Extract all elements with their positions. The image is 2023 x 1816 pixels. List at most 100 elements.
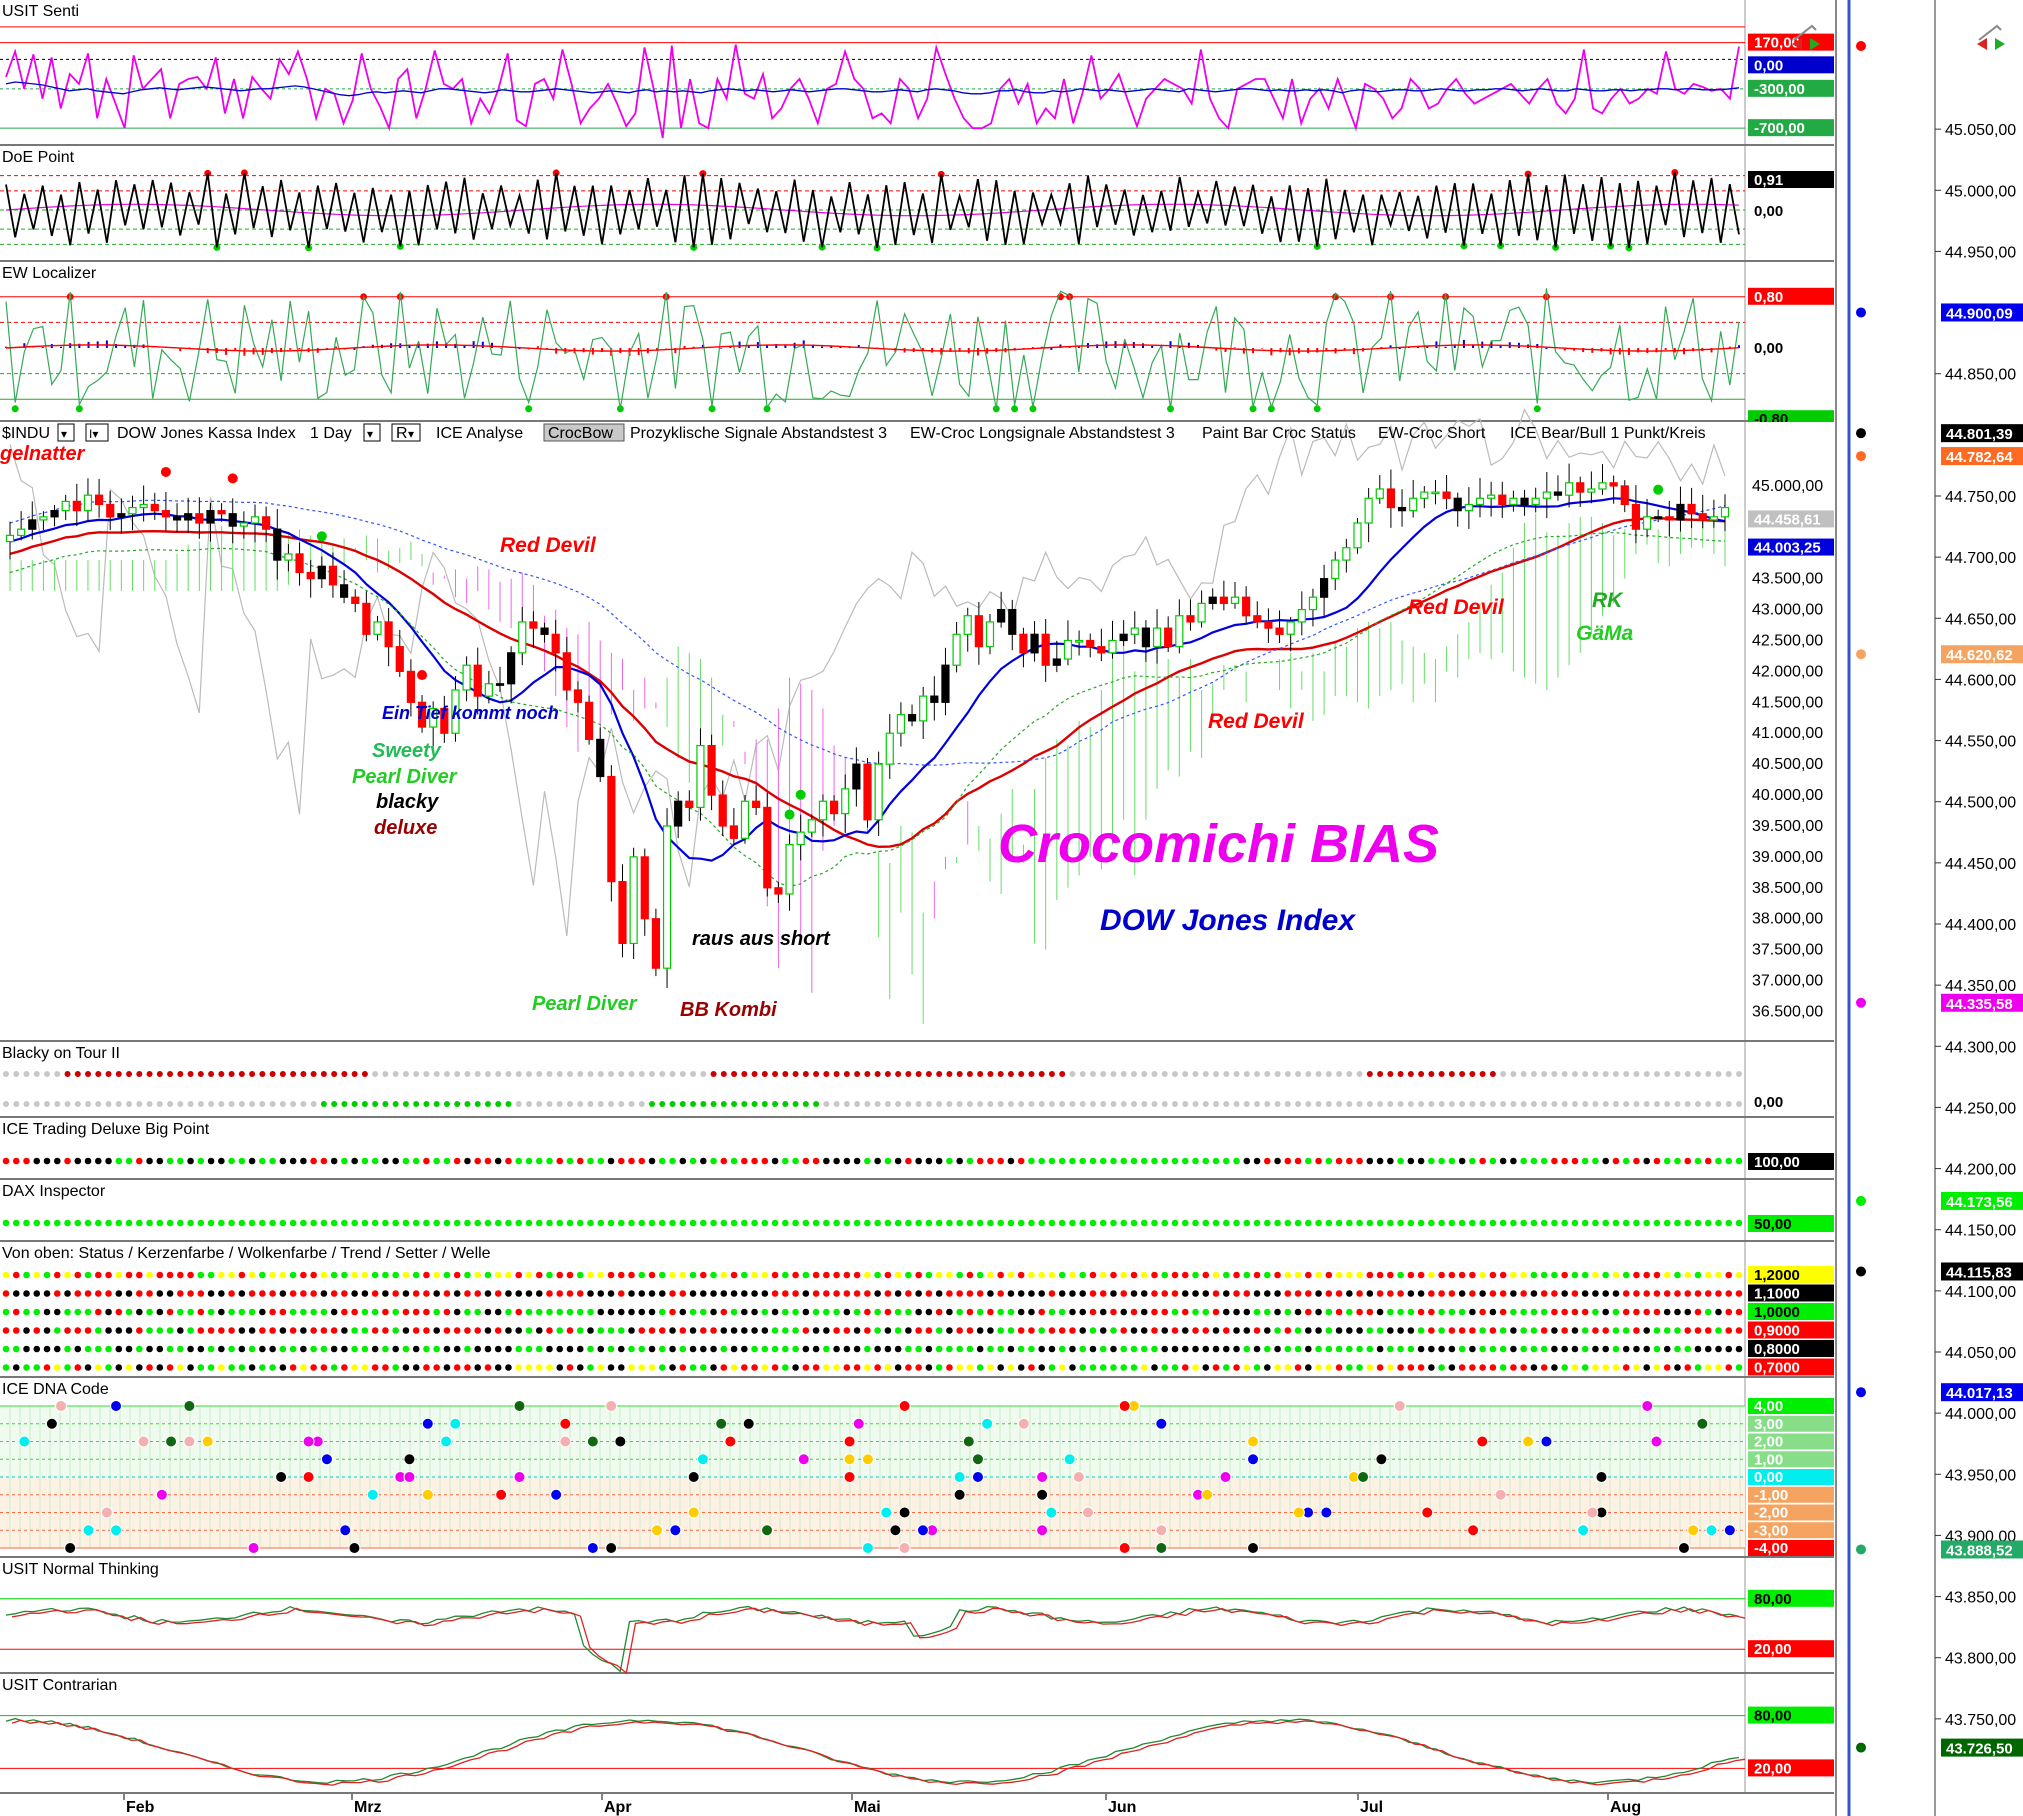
candle-body[interactable]	[495, 683, 505, 686]
candle-body[interactable]	[273, 528, 282, 561]
symbol-dropdown[interactable]	[57, 423, 75, 442]
candle-body[interactable]	[1130, 627, 1139, 635]
candle-body[interactable]	[39, 516, 48, 521]
candle-body[interactable]	[1553, 491, 1563, 496]
candle-body[interactable]	[72, 500, 81, 512]
candle-body[interactable]	[1609, 482, 1618, 487]
candle-body[interactable]	[807, 819, 816, 833]
candle-body[interactable]	[752, 800, 761, 809]
candle-body[interactable]	[462, 664, 471, 691]
candle-body[interactable]	[1475, 497, 1485, 506]
candle-body[interactable]	[763, 806, 772, 889]
candle-body[interactable]	[1564, 482, 1574, 496]
candle-body[interactable]	[674, 800, 683, 827]
candle-body[interactable]	[1030, 633, 1039, 654]
candle-body[interactable]	[1319, 578, 1329, 598]
candle-body[interactable]	[1698, 513, 1707, 521]
candle-body[interactable]	[1074, 639, 1084, 643]
candle-body[interactable]	[1230, 596, 1240, 604]
candle-body[interactable]	[774, 887, 783, 895]
candle-body[interactable]	[1019, 633, 1028, 654]
candle-body[interactable]	[5, 534, 15, 543]
candle-body[interactable]	[1308, 596, 1318, 611]
candle-body[interactable]	[1097, 646, 1106, 654]
candle-body[interactable]	[1008, 608, 1017, 635]
candle-body[interactable]	[1219, 596, 1228, 604]
candle-body[interactable]	[1531, 497, 1540, 506]
candle-body[interactable]	[841, 788, 850, 815]
candle-body[interactable]	[919, 695, 928, 722]
candle-body[interactable]	[930, 695, 939, 703]
candle-body[interactable]	[50, 510, 59, 518]
candle-body[interactable]	[83, 494, 93, 512]
candle-body[interactable]	[28, 519, 37, 530]
candle-body[interactable]	[540, 627, 549, 635]
candle-body[interactable]	[262, 516, 271, 530]
candle-body[interactable]	[1464, 503, 1473, 512]
sync-arrows-icon[interactable]	[1977, 24, 2005, 50]
candle-body[interactable]	[206, 510, 215, 524]
candle-body[interactable]	[1420, 491, 1429, 499]
candle-body[interactable]	[1186, 615, 1195, 623]
candle-body[interactable]	[1208, 596, 1217, 604]
candle-body[interactable]	[852, 763, 861, 790]
candle-body[interactable]	[128, 506, 137, 515]
candle-body[interactable]	[1275, 627, 1284, 635]
candle-body[interactable]	[1665, 516, 1674, 521]
candle-body[interactable]	[1152, 627, 1162, 648]
candle-body[interactable]	[863, 763, 872, 821]
candle-body[interactable]	[907, 714, 917, 722]
candle-body[interactable]	[1264, 621, 1273, 629]
candle-body[interactable]	[250, 516, 260, 524]
candle-body[interactable]	[1442, 491, 1451, 499]
r-button[interactable]	[391, 423, 421, 442]
candle-body[interactable]	[974, 615, 983, 648]
candle-body[interactable]	[1409, 497, 1418, 512]
candle-body[interactable]	[1709, 516, 1718, 521]
candle-body[interactable]	[17, 528, 26, 536]
candle-body[interactable]	[1164, 627, 1173, 648]
candle-body[interactable]	[562, 652, 571, 691]
candle-body[interactable]	[1642, 516, 1652, 530]
candle-body[interactable]	[651, 918, 661, 969]
candle-body[interactable]	[707, 744, 716, 796]
candle-body[interactable]	[384, 621, 393, 648]
candle-body[interactable]	[473, 664, 482, 697]
sync-arrows-icon[interactable]	[1792, 24, 1820, 50]
candle-body[interactable]	[1108, 639, 1117, 654]
candle-body[interactable]	[1086, 639, 1095, 648]
candle-body[interactable]	[551, 633, 560, 654]
candle-body[interactable]	[1687, 503, 1696, 515]
candle-body[interactable]	[529, 621, 538, 629]
candle-body[interactable]	[1598, 482, 1607, 490]
panel-blacky_on_tour[interactable]: Blacky on Tour II0,00	[0, 1042, 1834, 1118]
candle-body[interactable]	[1253, 615, 1262, 623]
candle-body[interactable]	[1297, 608, 1306, 623]
candle-body[interactable]	[1676, 503, 1685, 521]
candle-body[interactable]	[1364, 497, 1373, 524]
candle-body[interactable]	[150, 503, 159, 512]
candle-body[interactable]	[1720, 506, 1730, 518]
candle-body[interactable]	[1331, 559, 1340, 580]
candle-body[interactable]	[1063, 639, 1073, 660]
candle-body[interactable]	[106, 503, 115, 518]
candle-body[interactable]	[1520, 497, 1529, 506]
candle-body[interactable]	[685, 800, 694, 809]
candle-body[interactable]	[1654, 516, 1663, 519]
candle-body[interactable]	[1631, 503, 1641, 530]
candle-body[interactable]	[1052, 658, 1061, 666]
candle-body[interactable]	[1041, 633, 1050, 666]
candle-body[interactable]	[395, 646, 404, 672]
candle-body[interactable]	[1397, 506, 1407, 512]
candle-body[interactable]	[818, 800, 828, 821]
candle-body[interactable]	[117, 513, 126, 518]
candle-body[interactable]	[573, 689, 583, 703]
candle-body[interactable]	[61, 500, 70, 512]
candle-body[interactable]	[1175, 615, 1184, 648]
